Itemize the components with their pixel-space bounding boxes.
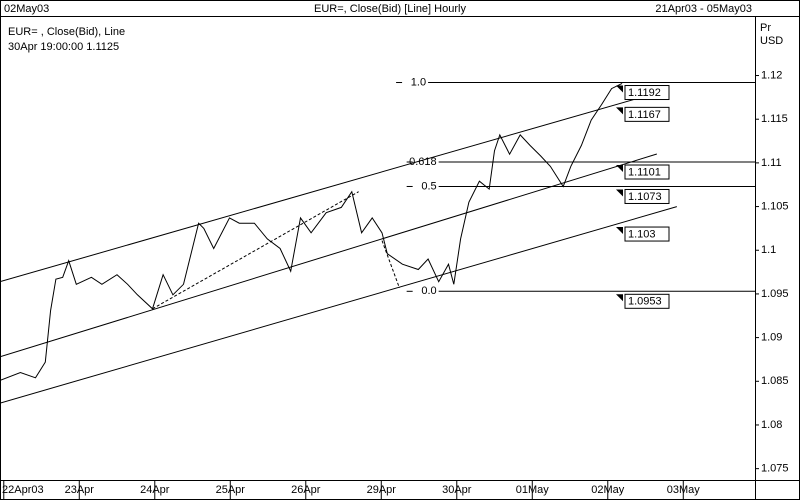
y-tick-label: 1.12	[761, 69, 782, 81]
value-box-label: 1.1167	[628, 109, 661, 121]
box-marker	[616, 294, 623, 302]
dashed-trend	[381, 240, 400, 288]
value-box-label: 1.1073	[628, 191, 662, 203]
value-box-label: 1.103	[628, 228, 656, 240]
value-box-label: 1.1101	[628, 166, 661, 178]
x-tick-label: 02May	[591, 484, 625, 496]
y-tick-label: 1.075	[761, 463, 789, 475]
y-tick-label: 1.1	[761, 244, 776, 256]
date-range: 21Apr03 - 05May03	[655, 3, 752, 15]
fib-label: 0.0	[421, 285, 436, 297]
value-box	[624, 106, 670, 122]
x-tick-label: 26Apr	[291, 484, 321, 496]
x-tick-label: 22Apr03	[2, 484, 44, 496]
y-tick-label: 1.115	[761, 113, 788, 125]
x-tick-label: 25Apr	[216, 484, 246, 496]
chart-title: EUR=, Close(Bid) [Line] Hourly	[314, 3, 466, 15]
price-line	[0, 82, 623, 381]
value-box	[624, 85, 670, 101]
value-box	[624, 188, 670, 204]
value-box-label: 1.0953	[628, 296, 662, 308]
box-marker	[616, 107, 623, 115]
channel-line	[0, 153, 657, 358]
y-tick-label: 1.11	[761, 157, 782, 169]
fib-label: 0.618	[409, 156, 437, 168]
x-tick-label: 03May	[667, 484, 701, 496]
x-tick-label: 29Apr	[367, 484, 397, 496]
value-box	[624, 226, 670, 242]
x-tick-label: 24Apr	[140, 484, 170, 496]
value-box-label: 1.1192	[628, 87, 661, 99]
channel-line	[0, 206, 677, 404]
box-marker	[616, 85, 623, 93]
value-box	[624, 164, 670, 180]
date-left: 02May03	[4, 3, 49, 15]
y-unit: USD	[760, 35, 783, 47]
y-tick-label: 1.105	[761, 200, 789, 212]
x-tick-label: 30Apr	[442, 484, 472, 496]
y-tick-label: 1.09	[761, 332, 782, 344]
value-box	[624, 293, 670, 309]
y-unit: Pr	[760, 22, 771, 34]
y-tick-label: 1.08	[761, 419, 782, 431]
x-tick-label: 01May	[516, 484, 550, 496]
box-marker	[616, 227, 623, 235]
legend-detail: 30Apr 19:00:00 1.1125	[8, 41, 119, 53]
y-tick-label: 1.085	[761, 375, 789, 387]
x-tick-label: 23Apr	[65, 484, 95, 496]
y-tick-label: 1.095	[761, 288, 789, 300]
channel-line	[0, 98, 637, 283]
box-marker	[616, 189, 623, 197]
fib-label: 1.0	[411, 76, 426, 88]
box-marker	[616, 165, 623, 173]
legend-entry: EUR= , Close(Bid), Line	[8, 26, 125, 38]
fib-label: 0.5	[421, 180, 436, 192]
dashed-trend	[152, 191, 359, 310]
